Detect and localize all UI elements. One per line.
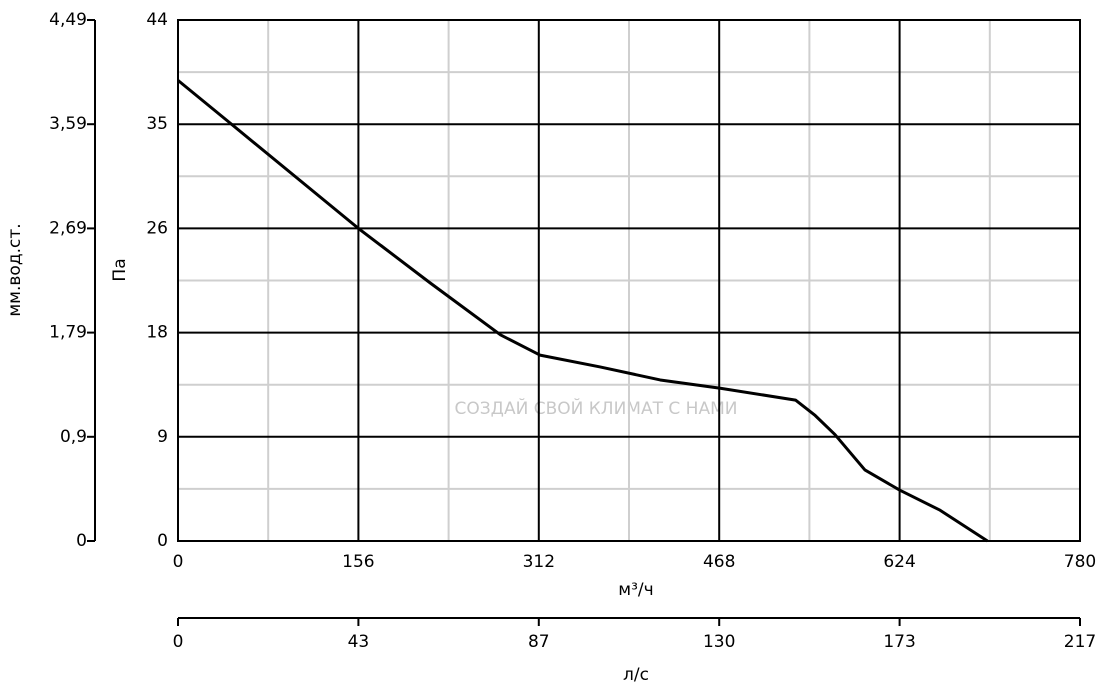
x2-tick-label: 130 bbox=[703, 632, 735, 652]
y2-axis-label: мм.вод.ст. bbox=[5, 223, 25, 316]
y-tick-label: 26 bbox=[146, 218, 168, 238]
x-tick-label: 780 bbox=[1064, 552, 1096, 572]
x2-tick-label: 87 bbox=[528, 632, 550, 652]
x-tick-label: 312 bbox=[523, 552, 555, 572]
x2-tick-label: 173 bbox=[883, 632, 915, 652]
y-tick-label: 35 bbox=[146, 114, 168, 134]
y-tick-label: 0 bbox=[157, 531, 168, 551]
y2-tick-label: 0,9 bbox=[60, 427, 87, 447]
x-axis-label: м³/ч bbox=[618, 580, 653, 600]
y2-tick-label: 4,49 bbox=[49, 10, 87, 30]
x2-tick-label: 43 bbox=[348, 632, 370, 652]
x2-tick-label: 0 bbox=[173, 632, 184, 652]
x-tick-label: 0 bbox=[173, 552, 184, 572]
x-tick-label: 156 bbox=[342, 552, 374, 572]
x2-axis-label: л/с bbox=[623, 665, 649, 685]
y2-tick-label: 0 bbox=[76, 531, 87, 551]
watermark: СОЗДАЙ СВОЙ КЛИМАТ С НАМИ bbox=[455, 397, 738, 419]
y-axis-label: Па bbox=[110, 258, 130, 281]
y2-tick-label: 3,59 bbox=[49, 114, 87, 134]
y-tick-label: 18 bbox=[146, 323, 168, 343]
y-tick-label: 44 bbox=[146, 10, 168, 30]
x2-tick-label: 217 bbox=[1064, 632, 1096, 652]
plot-frame bbox=[177, 19, 1081, 542]
y-tick-label: 9 bbox=[157, 427, 168, 447]
curve bbox=[177, 79, 989, 543]
x-tick-label: 624 bbox=[883, 552, 915, 572]
y2-tick-label: 1,79 bbox=[49, 323, 87, 343]
y2-tick-label: 2,69 bbox=[49, 218, 87, 238]
x-tick-label: 468 bbox=[703, 552, 735, 572]
